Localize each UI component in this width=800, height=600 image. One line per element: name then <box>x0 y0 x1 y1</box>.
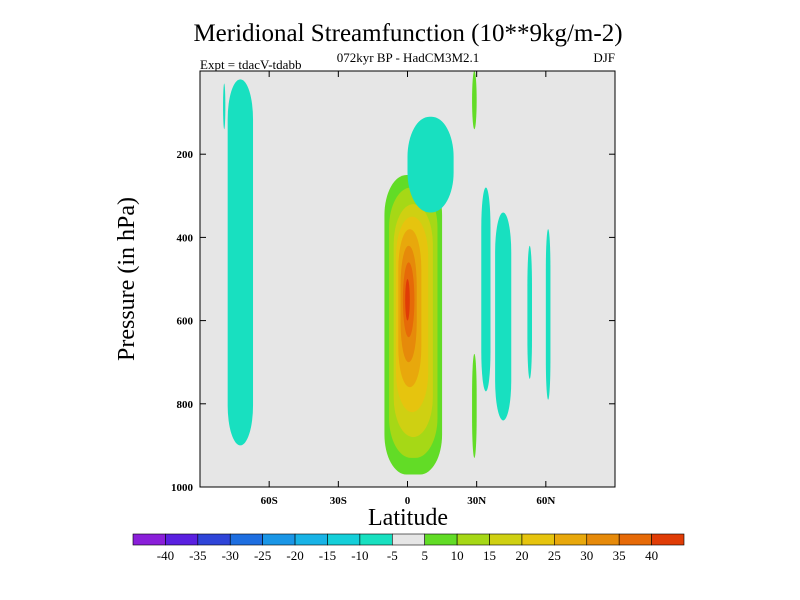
colorbar-label: 10 <box>451 548 464 563</box>
colorbar-swatch <box>262 533 296 546</box>
x-tick-label: 60N <box>536 495 555 507</box>
y-tick-label: 200 <box>177 149 194 161</box>
x-tick-label: 30N <box>467 495 486 507</box>
colorbar-swatch <box>359 533 393 546</box>
colorbar-label: 15 <box>483 548 496 563</box>
colorbar-swatch <box>165 533 199 546</box>
contour-north-positive-lower <box>472 353 477 458</box>
y-tick-label: 600 <box>177 316 194 328</box>
plot-area: 60S 30S 0 30N 60N 200 400 600 800 1000 <box>171 70 616 507</box>
colorbar-label: -25 <box>254 548 271 563</box>
y-tick-label: 400 <box>177 232 194 244</box>
colorbar-label: 35 <box>613 548 626 563</box>
x-axis-ticks: 60S 30S 0 30N 60N <box>261 71 555 507</box>
colorbar-swatch <box>391 533 426 546</box>
colorbar-label: 30 <box>580 548 593 563</box>
x-tick-label: 60S <box>261 495 278 507</box>
colorbar-swatch <box>456 533 490 546</box>
colorbar-label: -5 <box>387 548 398 563</box>
contour-north-negative-a <box>481 187 491 392</box>
contour-north-negative-c <box>527 245 532 379</box>
colorbar-swatch <box>618 533 652 546</box>
colorbar-swatch <box>489 533 523 546</box>
y-axis-label: Pressure (in hPa) <box>114 197 140 361</box>
x-tick-label: 30S <box>330 495 347 507</box>
colorbar-label: 25 <box>548 548 561 563</box>
colorbar-swatch <box>554 533 588 546</box>
chart-title: Meridional Streamfunction (10**9kg/m-2) <box>193 20 622 47</box>
x-axis-label: Latitude <box>368 505 448 531</box>
colorbar-label: 20 <box>515 548 528 563</box>
experiment-label: Expt = tdacV-tdabb <box>200 57 301 72</box>
colorbar-swatch <box>586 533 620 546</box>
colorbar-swatch <box>132 533 166 546</box>
colorbar-label: 5 <box>421 548 428 563</box>
contour-north-negative-d <box>545 229 551 400</box>
colorbar-swatch <box>327 533 361 546</box>
contour-layer <box>223 71 551 475</box>
colorbar: -40 -35 -30 -25 -20 -15 -10 -5 5 10 15 20 25 30 35 40 <box>132 533 685 563</box>
colorbar-label: -35 <box>189 548 206 563</box>
colorbar-label: -15 <box>319 548 336 563</box>
y-tick-label: 800 <box>177 399 194 411</box>
colorbar-swatch <box>521 533 555 546</box>
colorbar-label: -10 <box>351 548 368 563</box>
contour-southern-negative-column <box>227 79 254 446</box>
colorbar-swatch <box>424 533 458 546</box>
contour-north-positive-strip <box>472 71 477 130</box>
contour-north-negative-b <box>495 212 512 421</box>
contour-upper-negative-core <box>425 137 443 171</box>
colorbar-label: 40 <box>645 548 658 563</box>
colorbar-swatch <box>197 533 231 546</box>
colorbar-label: -30 <box>222 548 239 563</box>
x-tick-label: 0 <box>405 495 411 507</box>
contour-southern-strip-a <box>223 83 226 130</box>
y-axis-ticks: 200 400 600 800 1000 <box>171 149 615 494</box>
colorbar-label: -20 <box>286 548 303 563</box>
colorbar-swatch <box>294 533 328 546</box>
colorbar-swatch <box>651 533 685 546</box>
season-label: DJF <box>593 50 615 65</box>
contour-tropical-cell-40 <box>405 279 410 321</box>
chart-subtitle: 072kyr BP - HadCM3M2.1 <box>337 50 480 65</box>
y-tick-label: 1000 <box>171 482 194 494</box>
colorbar-swatch <box>229 533 263 546</box>
colorbar-label: -40 <box>157 548 174 563</box>
